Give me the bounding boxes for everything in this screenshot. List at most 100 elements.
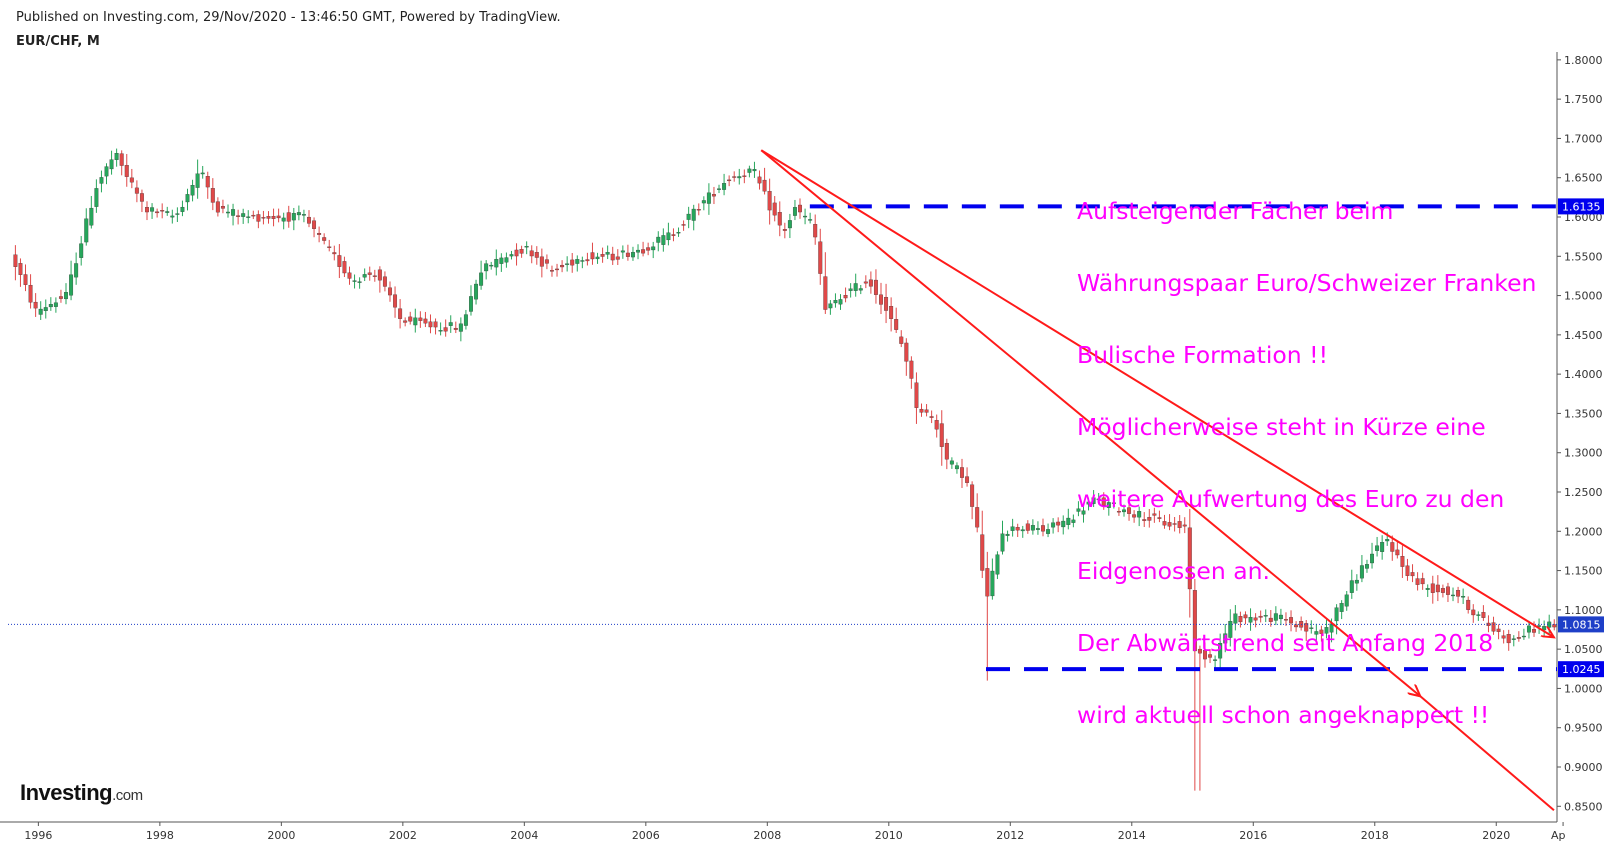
candle-body [590,252,595,260]
candle-body [772,202,777,216]
price-tick-label: 1.0000 [1564,682,1603,695]
candle-body [1081,510,1086,515]
candle-body [1405,565,1410,576]
candle-body [722,183,727,190]
candle-body [762,179,767,192]
candle-body [23,274,28,285]
candle-body [636,249,641,253]
candle-body [711,194,716,197]
candle-body [752,169,757,172]
candle-body [226,211,230,214]
candle-body [555,268,560,271]
candle-body [408,316,413,322]
candle-body [666,232,671,241]
candle-body [261,217,266,219]
candle-body [580,260,585,262]
price-tick-label: 1.7500 [1564,93,1603,106]
candle-body [134,187,139,194]
candle-body [1430,583,1435,593]
candle-body [1395,549,1400,556]
candle-body [1390,542,1395,552]
candle-body [479,272,484,286]
candle-body [403,320,408,323]
candle-body [939,423,944,447]
candle-body [529,250,534,257]
candle-body [1046,529,1051,534]
trend-line [760,149,1554,637]
price-tick-label: 1.6500 [1564,172,1603,185]
candle-body [777,212,782,226]
candle-body [1268,617,1273,622]
candle-body [74,263,79,278]
candle-body [676,232,681,234]
candle-body [114,153,119,160]
candle-body [281,217,286,222]
candle-body [1314,631,1319,635]
candle-body [828,303,833,309]
candle-body [686,213,691,220]
candle-body [1304,623,1309,632]
candle-body [868,279,873,287]
candle-body [1435,584,1440,593]
candle-body [332,252,337,255]
candle-body [843,295,848,299]
price-tick-label: 1.3000 [1564,447,1603,460]
candle-body [215,201,220,213]
candle-body [1066,517,1071,525]
symbol-title: EUR/CHF, M [16,34,100,49]
candle-body [1076,508,1081,512]
candle-body [985,568,990,597]
candle-body [1552,624,1557,628]
candle-body [570,259,575,266]
candle-body [413,317,418,326]
candle-body [1506,634,1511,644]
candle-body [276,215,281,219]
candle-body [1294,624,1299,628]
candle-body [524,246,529,248]
candle-body [347,272,352,279]
candle-body [944,443,949,460]
candle-body [1400,555,1405,567]
time-tick-label: 2008 [753,829,781,842]
candle-body [1253,617,1258,621]
candle-body [236,215,241,217]
candle-body [565,263,570,265]
candle-body [256,214,261,222]
candle-body [1526,625,1531,633]
candle-body [833,300,838,304]
candle-body [954,465,959,470]
candle-body [1137,511,1142,518]
candle-body [362,274,367,278]
candle-body [64,292,68,300]
candle-body [1456,590,1461,597]
candle-body [499,257,504,264]
candle-body [1420,578,1425,585]
candle-body [792,207,797,216]
candle-body [595,256,600,260]
price-tick-label: 1.3500 [1564,407,1603,420]
candle-body [1122,509,1126,513]
candle-body [737,176,742,179]
candle-body [1223,633,1228,644]
annotation-line: Möglicherweise steht in Kürze eine [1077,413,1486,441]
price-tick-label: 0.9500 [1564,722,1603,735]
candle-body [160,210,165,212]
candle-body [150,207,155,212]
candle-body [1501,635,1506,639]
candle-body [99,177,104,184]
candle-body [1309,627,1314,629]
candle-body [1359,565,1364,579]
candle-body [1051,522,1056,528]
candle-body [630,252,635,258]
candle-body [929,416,934,418]
candle-body [271,215,276,219]
investing-logo: Investing.com [20,780,143,806]
candle-body [1208,654,1213,658]
candle-body [1162,521,1167,526]
candle-body [79,243,84,258]
candle-body [863,281,868,284]
price-tick-label: 1.5500 [1564,250,1603,263]
candle-body [1289,617,1294,624]
time-tick-label: 1998 [146,829,174,842]
